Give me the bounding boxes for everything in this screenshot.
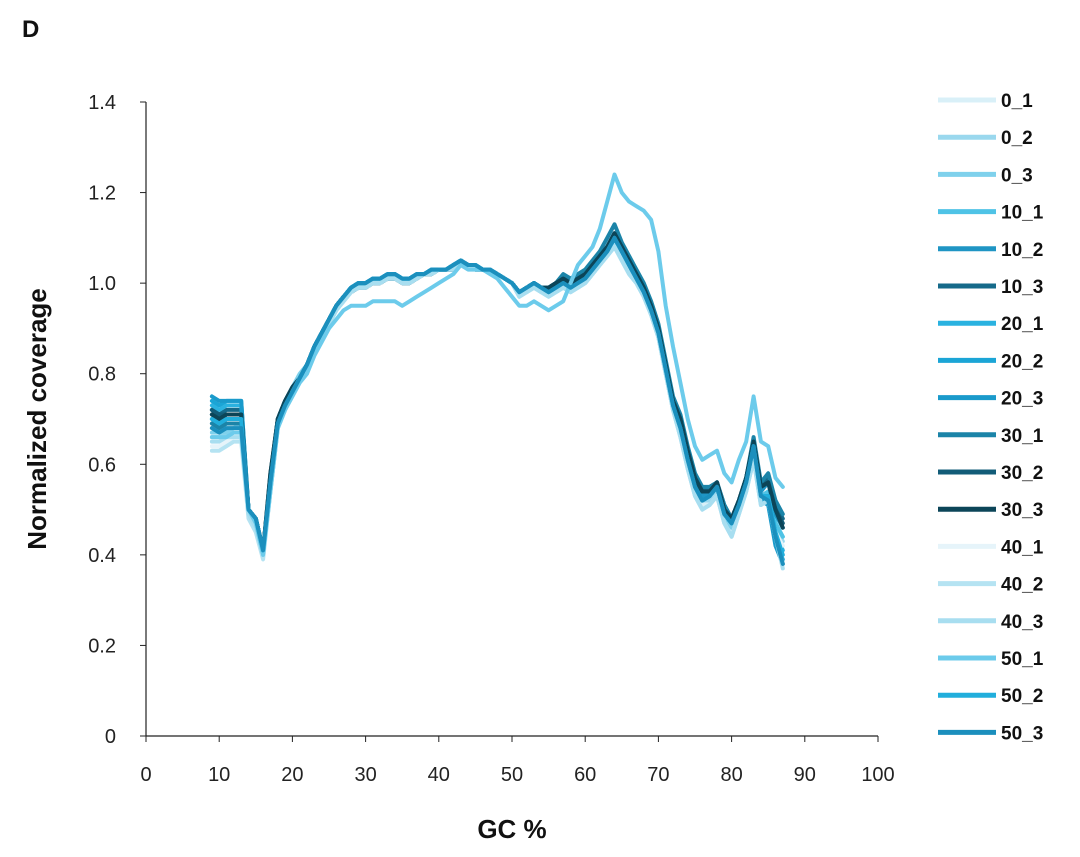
legend-label: 10_1 (1001, 203, 1044, 224)
legend-label: 40_3 (1001, 612, 1043, 633)
y-tick-label: 1.2 (88, 183, 116, 205)
x-tick-label: 60 (574, 764, 596, 786)
series-line-50-1 (209, 172, 785, 557)
y-tick-label: 0.8 (88, 364, 116, 386)
legend-label: 30_2 (1001, 463, 1043, 484)
legend-label: 0_2 (1001, 128, 1033, 149)
legend-label: 50_1 (1001, 649, 1044, 670)
legend-label: 10_2 (1001, 240, 1043, 261)
y-tick-label: 0.6 (88, 454, 116, 476)
axes (140, 101, 879, 742)
legend-label: 0_3 (1001, 165, 1033, 186)
legend-label: 30_3 (1001, 500, 1043, 521)
series-line-40-2 (209, 244, 785, 566)
legend-label: 20_1 (1001, 314, 1044, 335)
series-line-0-1 (209, 244, 785, 557)
x-tick-label: 70 (647, 764, 669, 786)
x-tick-label: 40 (428, 764, 450, 786)
y-tick-label: 1.0 (88, 273, 116, 295)
x-tick-label: 20 (281, 764, 303, 786)
legend-label: 20_3 (1001, 389, 1043, 410)
x-tick-label: 10 (208, 764, 230, 786)
panel-label: D (22, 16, 40, 43)
y-tick-label: 0.2 (88, 635, 116, 657)
x-tick-label: 100 (861, 764, 894, 786)
series-line-20-3 (209, 235, 785, 566)
x-tick-label: 80 (720, 764, 742, 786)
legend-label: 0_1 (1001, 91, 1033, 112)
x-tick-label: 30 (354, 764, 376, 786)
series-line-40-1 (209, 244, 785, 557)
tick-labels: 0 10 20 30 40 50 60 70 80 90 100 0 0.2 0.4 0.6 0.8 1.0 1.… (88, 92, 895, 786)
series-line-50-3 (209, 235, 785, 566)
legend-label: 40_2 (1001, 575, 1043, 596)
y-tick-label: 1.4 (88, 92, 116, 114)
y-tick-label: 0.4 (88, 545, 116, 567)
legend-label: 50_2 (1001, 686, 1043, 707)
y-axis-title: Normalized coverage (22, 288, 52, 550)
x-tick-label: 90 (794, 764, 816, 786)
legend: 0_1 0_2 0_3 10_1 10_2 10_3 20_1 20_2 20_3 30_1 30_… (938, 91, 1044, 744)
legend-label: 30_1 (1001, 426, 1044, 447)
x-axis-title: GC % (477, 814, 546, 844)
legend-label: 10_3 (1001, 277, 1043, 298)
series-line-0-2 (209, 240, 785, 557)
x-tick-label: 0 (140, 764, 151, 786)
legend-label: 40_1 (1001, 537, 1044, 558)
legend-label: 20_2 (1001, 351, 1043, 372)
series-line-50-2 (209, 235, 785, 557)
x-tick-label: 50 (501, 764, 523, 786)
series-line-40-3 (209, 244, 785, 571)
legend-label: 50_3 (1001, 723, 1043, 744)
series-lines (209, 172, 785, 571)
y-tick-label: 0 (105, 726, 116, 748)
series-line-20-2 (209, 235, 785, 562)
